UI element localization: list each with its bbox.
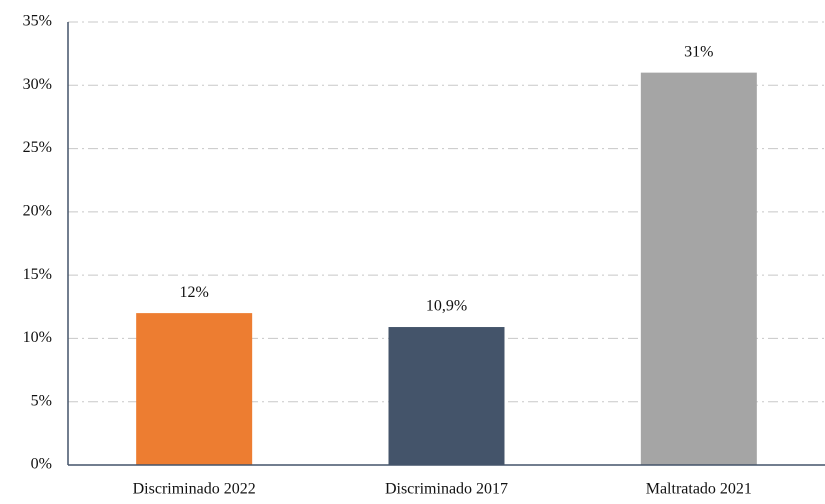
bar (640, 72, 757, 465)
value-label: 12% (180, 284, 209, 301)
y-tick-label: 5% (31, 392, 52, 409)
bar (388, 327, 505, 465)
y-tick-label: 0% (31, 456, 52, 473)
y-tick-label: 10% (23, 329, 52, 346)
bar (136, 313, 253, 465)
y-tick-label: 25% (23, 139, 52, 156)
value-label: 31% (684, 43, 713, 60)
y-tick-label: 20% (23, 203, 52, 220)
value-label: 10,9% (426, 298, 467, 315)
x-tick-label: Maltratado 2021 (646, 481, 752, 498)
y-tick-label: 15% (23, 266, 52, 283)
x-tick-label: Discriminado 2017 (385, 481, 508, 498)
y-tick-label: 30% (23, 76, 52, 93)
x-tick-label: Discriminado 2022 (133, 481, 256, 498)
y-tick-label: 35% (23, 13, 52, 30)
